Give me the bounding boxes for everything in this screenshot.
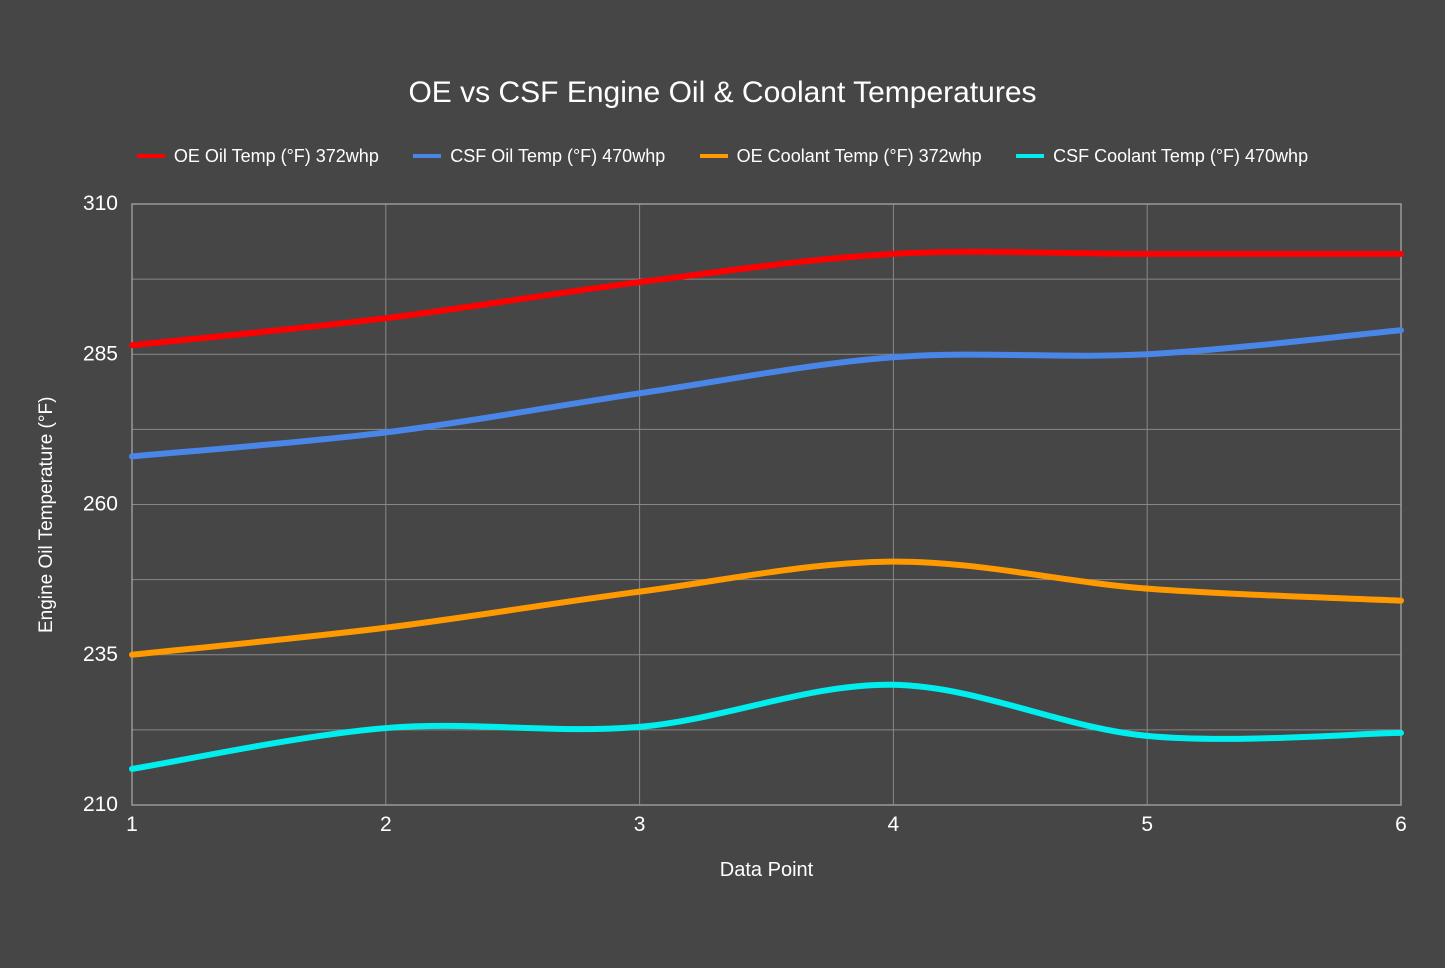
svg-text:1: 1: [126, 813, 138, 836]
svg-text:4: 4: [888, 813, 900, 836]
svg-text:260: 260: [83, 493, 118, 516]
svg-text:235: 235: [83, 643, 118, 666]
svg-text:3: 3: [634, 813, 646, 836]
svg-text:285: 285: [83, 342, 118, 365]
svg-text:5: 5: [1141, 813, 1153, 836]
svg-text:6: 6: [1395, 813, 1407, 836]
svg-text:2: 2: [380, 813, 392, 836]
svg-text:310: 310: [83, 192, 118, 215]
svg-text:210: 210: [83, 793, 118, 816]
